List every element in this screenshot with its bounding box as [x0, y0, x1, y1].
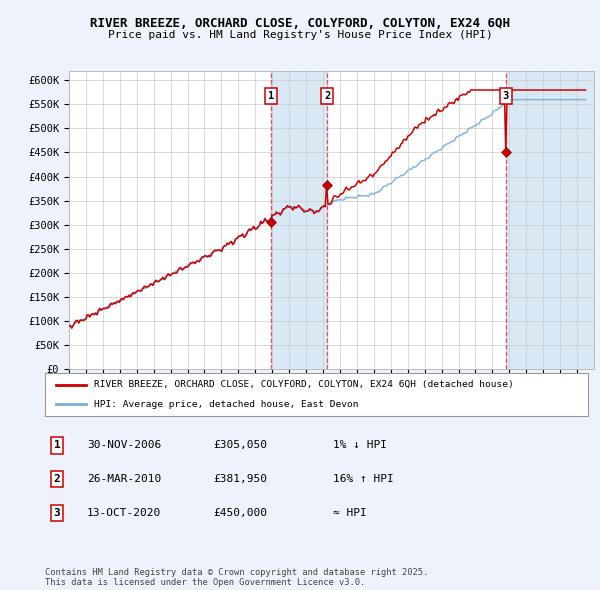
- Text: £450,000: £450,000: [213, 509, 267, 518]
- Bar: [506, 71, 594, 369]
- Text: RIVER BREEZE, ORCHARD CLOSE, COLYFORD, COLYTON, EX24 6QH (detached house): RIVER BREEZE, ORCHARD CLOSE, COLYFORD, C…: [94, 381, 514, 389]
- Text: HPI: Average price, detached house, East Devon: HPI: Average price, detached house, East…: [94, 400, 358, 409]
- Text: 26-MAR-2010: 26-MAR-2010: [87, 474, 161, 484]
- Text: 13-OCT-2020: 13-OCT-2020: [87, 509, 161, 518]
- Text: £381,950: £381,950: [213, 474, 267, 484]
- Text: RIVER BREEZE, ORCHARD CLOSE, COLYFORD, COLYTON, EX24 6QH: RIVER BREEZE, ORCHARD CLOSE, COLYFORD, C…: [90, 17, 510, 30]
- Text: 1% ↓ HPI: 1% ↓ HPI: [333, 441, 387, 450]
- Text: 1: 1: [53, 441, 61, 450]
- Text: 30-NOV-2006: 30-NOV-2006: [87, 441, 161, 450]
- Text: 1: 1: [268, 91, 274, 101]
- Text: Price paid vs. HM Land Registry's House Price Index (HPI): Price paid vs. HM Land Registry's House …: [107, 30, 493, 40]
- Bar: [271, 71, 327, 369]
- Text: £305,050: £305,050: [213, 441, 267, 450]
- Text: 3: 3: [503, 91, 509, 101]
- Text: 3: 3: [53, 509, 61, 518]
- Text: 2: 2: [324, 91, 330, 101]
- Text: 16% ↑ HPI: 16% ↑ HPI: [333, 474, 394, 484]
- Text: Contains HM Land Registry data © Crown copyright and database right 2025.
This d: Contains HM Land Registry data © Crown c…: [45, 568, 428, 587]
- Text: 2: 2: [53, 474, 61, 484]
- Text: ≈ HPI: ≈ HPI: [333, 509, 367, 518]
